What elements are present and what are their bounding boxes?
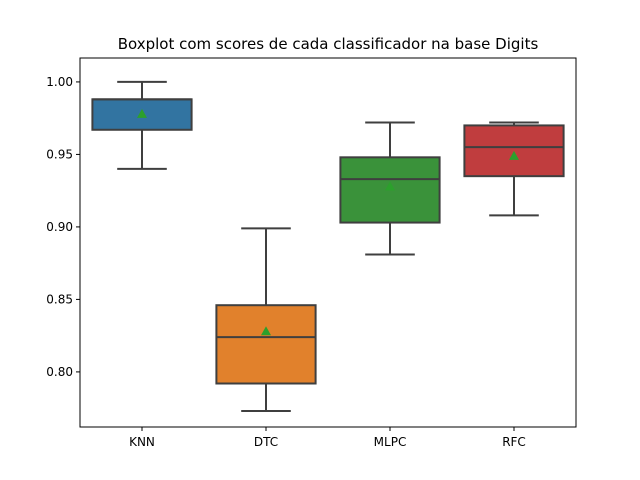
- mean-marker: [509, 150, 519, 160]
- mean-marker: [137, 108, 147, 118]
- axes-frame: [79, 57, 577, 428]
- plot-area: 0.80 0.85 0.90 0.95 1.00 KNN DTC MLPC RFC: [46, 75, 565, 449]
- y-tick-label: 0.80: [46, 365, 73, 379]
- chart-title: Boxplot com scores de cada classificador…: [118, 35, 539, 53]
- y-tick-label: 1.00: [46, 75, 73, 89]
- x-tick-label: KNN: [129, 435, 155, 449]
- y-tick-label: 0.95: [46, 147, 73, 161]
- x-tick-label: DTC: [254, 435, 278, 449]
- y-tick-label: 0.90: [46, 220, 73, 234]
- x-tick-label: RFC: [502, 435, 526, 449]
- box-dtc: [215, 304, 317, 385]
- y-tick-label: 0.85: [46, 292, 73, 306]
- x-tick-label: MLPC: [374, 435, 407, 449]
- mean-marker: [385, 181, 395, 191]
- mean-marker: [261, 326, 271, 336]
- box-rfc: [463, 124, 565, 178]
